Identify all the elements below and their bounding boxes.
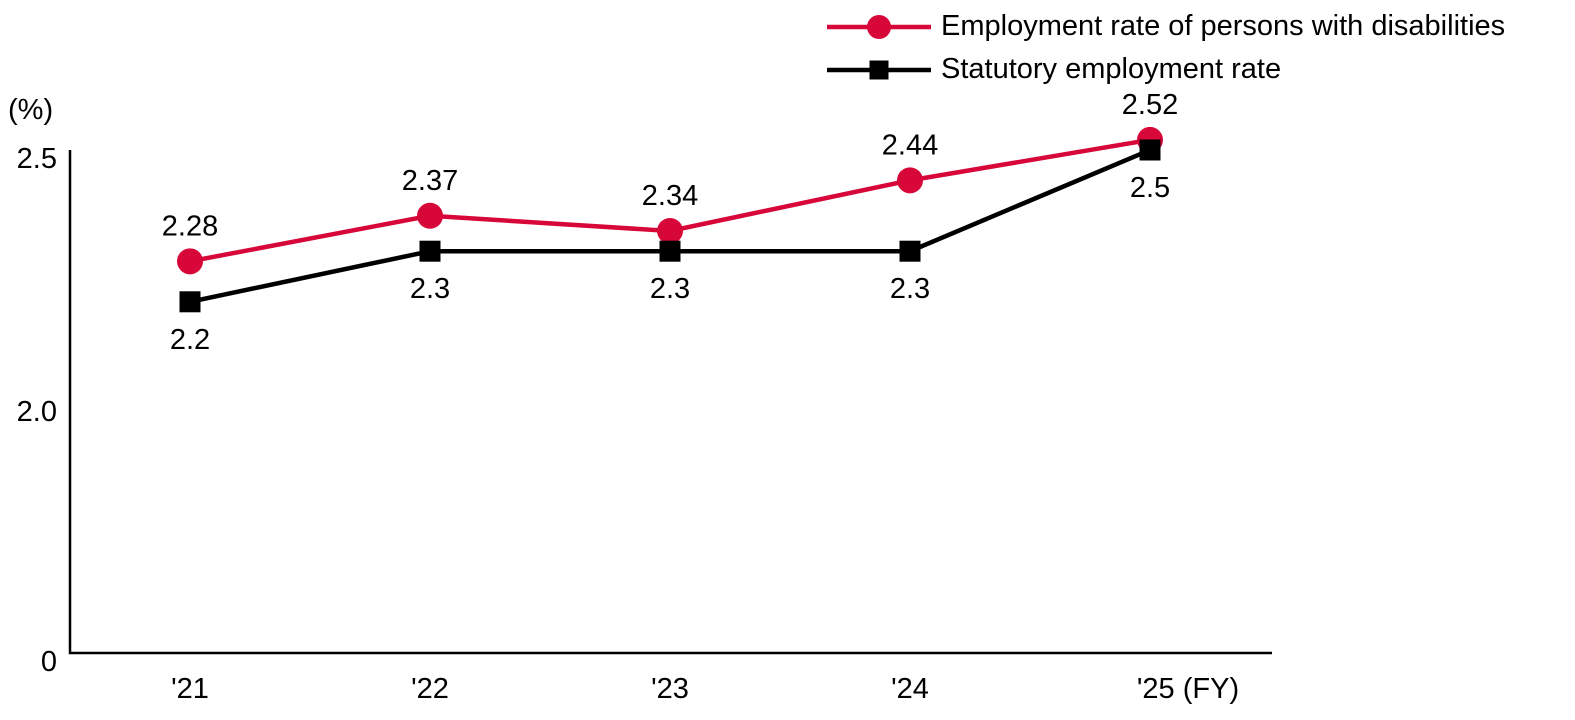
data-point-value-label: 2.34 (642, 180, 698, 212)
data-point-value-label: 2.52 (1122, 89, 1178, 121)
legend-label-employment-rate: Employment rate of persons with disabili… (941, 10, 1506, 42)
legend-item-statutory-rate: Statutory employment rate (826, 48, 1505, 91)
legend-item-employment-rate: Employment rate of persons with disabili… (826, 5, 1505, 48)
square-data-point-marker (899, 240, 921, 262)
x-axis-tick-label: '23 (651, 673, 689, 705)
circle-data-point-marker (417, 202, 443, 229)
axis-lines (68, 150, 1272, 655)
x-axis-tick-label: '22 (411, 673, 449, 705)
data-point-value-label: 2.3 (410, 273, 450, 305)
y-axis-unit-label: (%) (8, 94, 54, 126)
chart-legend: Employment rate of persons with disabili… (826, 5, 1505, 91)
y-axis-tick-label: 0 (41, 646, 57, 678)
x-axis-tick-label: '24 (891, 673, 929, 705)
data-point-value-label: 2.44 (882, 129, 938, 161)
square-data-point-marker (659, 240, 681, 262)
square-data-point-marker (419, 240, 441, 262)
data-point-value-label: 2.3 (650, 273, 690, 305)
circle-data-point-marker (177, 248, 203, 275)
square-data-point-marker (179, 291, 201, 313)
data-point-value-label: 2.28 (162, 210, 218, 242)
circle-data-point-marker (657, 217, 683, 244)
circle-data-point-marker (897, 167, 923, 194)
data-point-value-label: 2.3 (890, 273, 930, 305)
legend-line-square-marker-icon (827, 60, 931, 79)
legend-line-circle-marker-icon (827, 14, 931, 39)
data-point-value-label: 2.5 (1130, 172, 1170, 204)
data-point-value-label: 2.2 (170, 324, 210, 356)
legend-label-statutory-rate: Statutory employment rate (941, 53, 1282, 85)
x-axis-tick-label: '25 (FY) (1137, 673, 1239, 705)
square-data-point-marker (1139, 139, 1161, 161)
y-axis-tick-label: 2.5 (17, 143, 57, 175)
x-axis-tick-label: '21 (171, 673, 209, 705)
y-axis-tick-label: 2.0 (17, 396, 57, 428)
data-point-value-label: 2.37 (402, 165, 458, 197)
